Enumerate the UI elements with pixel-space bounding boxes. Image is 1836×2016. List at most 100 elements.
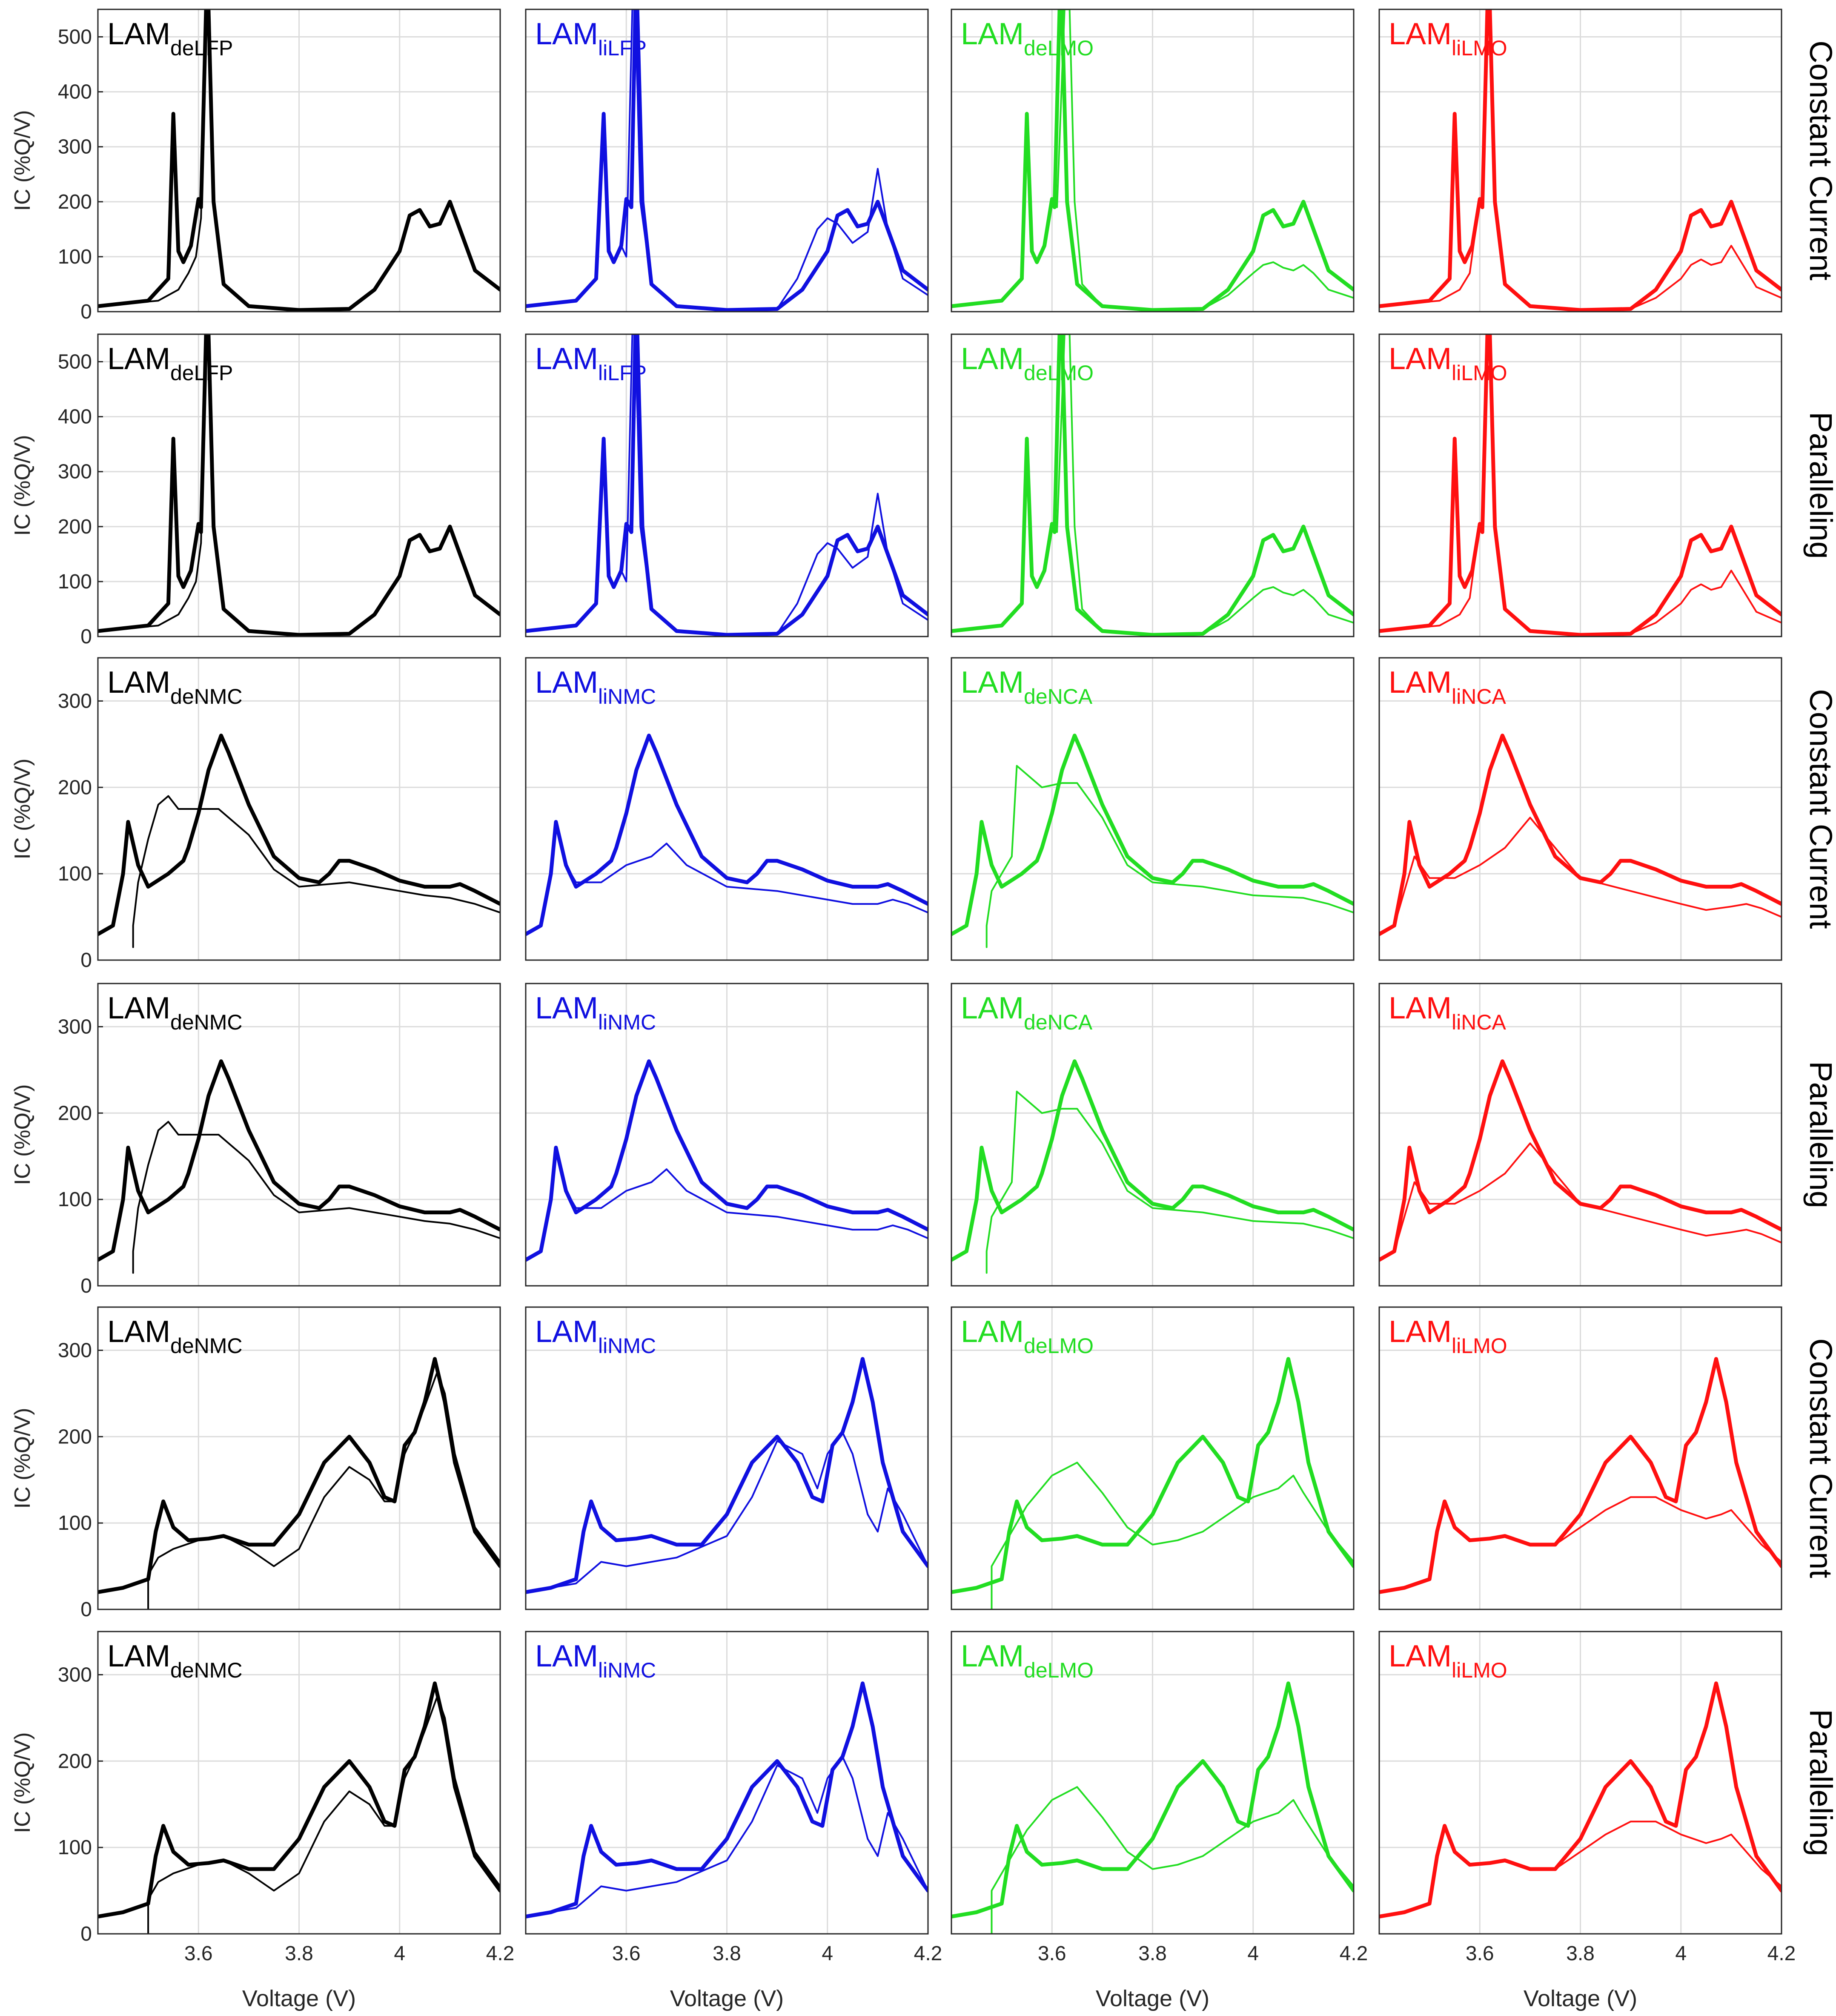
panel-label: LAMliLMO <box>1389 17 1507 60</box>
series-line-thin <box>526 1431 928 1593</box>
row-label: Paralleling <box>1803 1061 1836 1208</box>
axes-box <box>97 657 501 961</box>
y-tick-label: 100 <box>58 1512 92 1534</box>
axes-box <box>97 983 501 1287</box>
panel-label-main: LAM <box>961 1315 1024 1349</box>
x-tick-label: 4 <box>394 1942 405 1965</box>
plot-area <box>951 334 1354 637</box>
panel-label-main: LAM <box>961 342 1024 376</box>
y-tick-label: 500 <box>58 26 92 49</box>
series-line-thin <box>991 1786 1354 1934</box>
panel-label: LAMdeLFP <box>107 17 233 60</box>
plot-area <box>951 1357 1354 1609</box>
panel-r5-c0: 0 100 200 300 3.6 3.8 4 4.2 LAMdeNMC IC (%Q/V) Vol… <box>10 1631 515 2011</box>
panel-label-sub: deNCA <box>1024 1010 1093 1034</box>
x-tick-label: 3.8 <box>1566 1942 1595 1965</box>
axes-box <box>1378 1631 1782 1935</box>
series-line-thick <box>98 1681 500 1918</box>
x-tick-label: 3.8 <box>285 1942 313 1965</box>
panel-label-sub: deNMC <box>170 1010 242 1034</box>
panel-label-main: LAM <box>535 1639 598 1673</box>
panel-label-sub: liLMO <box>1452 1334 1507 1358</box>
panel-r2-c3: LAMliNCA Constant Current <box>1378 657 1836 961</box>
panel-r2-c0: 0 100 200 300 LAMdeNMC IC (%Q/V) <box>10 657 501 972</box>
y-tick-label: 300 <box>58 1015 92 1038</box>
axes-box <box>1378 333 1782 637</box>
axes-box <box>525 657 929 961</box>
series-line-thin <box>526 1756 928 1918</box>
panel-r2-c1: LAMliNMC <box>525 657 929 961</box>
panel-label: LAMliNMC <box>535 1639 656 1682</box>
panel-label-main: LAM <box>107 665 170 700</box>
panel-label-main: LAM <box>961 1639 1024 1673</box>
panel-label-main: LAM <box>961 17 1024 51</box>
panel-label-sub: deNMC <box>170 1334 242 1358</box>
series-line-thick <box>1379 1059 1782 1262</box>
panel-label: LAMliNCA <box>1389 991 1506 1034</box>
plot-area <box>951 9 1354 312</box>
panel-label-sub: liNCA <box>1452 685 1506 708</box>
y-axis-title: IC (%Q/V) <box>10 759 35 860</box>
panel-label-sub: liLMO <box>1452 361 1507 385</box>
panel-label-main: LAM <box>535 17 598 51</box>
series-line-thin <box>985 765 1354 948</box>
panel-label-sub: deLMO <box>1024 36 1094 60</box>
x-axis-title: Voltage (V) <box>1524 1986 1637 2011</box>
axes-box <box>951 9 1355 313</box>
plot-area <box>951 1681 1354 1934</box>
y-tick-label: 300 <box>58 136 92 158</box>
panel-label: LAMliLFP <box>535 342 647 385</box>
x-tick-label: 3.6 <box>1466 1942 1494 1965</box>
series-line-thin <box>526 821 928 935</box>
panel-label: LAMliLMO <box>1389 342 1507 385</box>
axes-box <box>525 983 929 1287</box>
y-tick-label: 100 <box>58 246 92 268</box>
x-tick-label: 4.2 <box>486 1942 515 1965</box>
y-tick-label: 200 <box>58 1102 92 1124</box>
panel-label-main: LAM <box>1389 665 1452 700</box>
panel-r3-c3: LAMliNCA Paralleling <box>1378 983 1836 1287</box>
panel-label-sub: deLFP <box>170 36 233 60</box>
panel-label: LAMliLMO <box>1389 1639 1507 1682</box>
panel-label-main: LAM <box>1389 1639 1452 1673</box>
panel-r1-c2: LAMdeLMO <box>951 333 1355 637</box>
panel-label-sub: deNMC <box>170 685 242 708</box>
panel-label-sub: deNCA <box>1024 685 1093 708</box>
axes-box <box>1378 983 1782 1287</box>
panel-label: LAMliLFP <box>535 17 647 60</box>
x-tick-label: 3.6 <box>184 1942 213 1965</box>
axes-box <box>97 333 501 637</box>
panel-label-main: LAM <box>535 665 598 700</box>
panel-r4-c0: 0 100 200 300 LAMdeNMC IC (%Q/V) <box>10 1306 501 1621</box>
series-line-thin <box>1379 1496 1782 1593</box>
panel-label: LAMdeLMO <box>961 342 1094 385</box>
panel-label-main: LAM <box>535 1315 598 1349</box>
panel-label-main: LAM <box>535 991 598 1025</box>
y-tick-label: 300 <box>58 461 92 483</box>
series-line-thick <box>98 734 500 936</box>
panel-label-sub: liNCA <box>1452 1010 1506 1034</box>
row-label: Constant Current <box>1803 689 1836 929</box>
panel-r5-c1: 3.6 3.8 4 4.2 LAMliNMC Voltage (V) <box>525 1631 942 2011</box>
series-line-thin <box>98 9 500 311</box>
panel-r3-c1: LAMliNMC <box>525 983 929 1287</box>
series-line-thin <box>132 1121 500 1274</box>
series-line-thin <box>526 334 928 636</box>
panel-label-main: LAM <box>107 1315 170 1349</box>
series-line-thin <box>1379 1142 1782 1261</box>
y-tick-label: 500 <box>58 351 92 373</box>
axes-box <box>1378 657 1782 961</box>
axes-box <box>525 333 929 637</box>
panel-label: LAMdeNMC <box>107 1639 243 1682</box>
y-axis-title: IC (%Q/V) <box>10 1084 35 1185</box>
x-tick-label: 4.2 <box>1767 1942 1796 1965</box>
axes-box <box>951 1306 1355 1610</box>
axes-box <box>97 9 501 313</box>
panel-label-sub: liNMC <box>598 1010 656 1034</box>
series-line-thin <box>951 334 1354 636</box>
plot-area <box>1379 1681 1782 1918</box>
y-tick-label: 0 <box>80 1598 92 1621</box>
plot-area <box>98 9 500 312</box>
series-line-thin <box>1379 334 1782 636</box>
